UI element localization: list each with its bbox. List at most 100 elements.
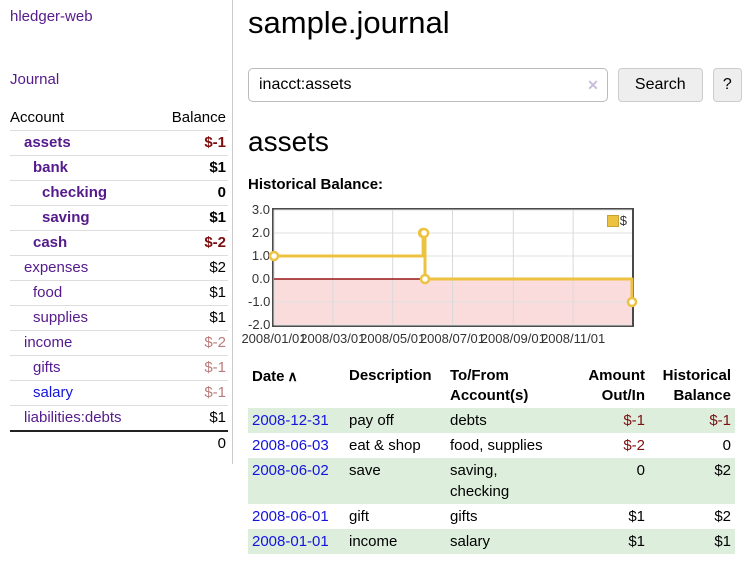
register-accounts-cell: debts [450,412,487,429]
register-col-amount-line1: Amount [588,367,645,384]
account-link[interactable]: income [24,334,73,351]
sidebar: hledger-web Journal Account Balance asse… [0,0,233,464]
register-amount-cell: $-2 [623,437,645,454]
account-balance: $1 [154,155,228,181]
accounts-col-account: Account [10,109,65,126]
accounts-total-value: 0 [154,430,228,456]
register-balance-cell: 0 [722,437,731,454]
chart-plot-area: $ [268,208,638,327]
register-date-cell: 2008-12-31 [248,408,345,433]
chart-x-tick-label: 2008/05/01 [360,331,426,346]
app-title-link[interactable]: hledger-web [10,8,93,25]
account-balance: $1 [154,205,228,231]
account-link[interactable]: salary [33,384,74,401]
account-link[interactable]: checking [42,184,108,201]
account-link[interactable]: liabilities:debts [24,409,122,426]
account-cell: cash [10,230,155,256]
account-cell: checking [10,180,155,206]
account-link[interactable]: supplies [33,309,89,326]
register-accounts-cell: food, supplies [450,437,543,454]
account-balance: 0 [154,180,228,206]
register-row: 2008-06-01 gift gifts $1 $2 [248,504,735,529]
register-row: 2008-12-31 pay off debts $-1 $-1 [248,408,735,433]
account-row: food $1 [10,280,228,306]
account-row: cash $-2 [10,230,228,256]
register-col-date[interactable]: Date ∧ [248,364,345,408]
chart-x-tick-label: 2008/09/01 [480,331,546,346]
transaction-date-link[interactable]: 2008-01-01 [252,533,329,550]
accounts-table: Account Balance assets $-1 bank $1 checking 0… [10,106,228,456]
register-col-amount-line2: Out/In [601,387,645,404]
sort-ascending-icon: ∧ [287,368,298,384]
register-balance-cell: $2 [714,508,731,525]
register-col-accounts-line1: To/From [450,367,509,384]
register-col-balance-line2: Balance [673,387,731,404]
account-row: liabilities:debts $1 [10,405,228,431]
chart-x-tick-label: 2008/03/01 [300,331,366,346]
account-cell: food [10,280,155,306]
account-row: gifts $-1 [10,355,228,381]
register-date-cell: 2008-01-01 [248,529,345,554]
account-row: salary $-1 [10,380,228,406]
chart-y-tick-label: 3.0 [251,202,270,217]
account-cell: bank [10,155,155,181]
register-amount-cell: $1 [628,533,645,550]
account-heading: assets [248,126,329,157]
page-title: sample.journal [248,5,450,40]
transaction-date-link[interactable]: 2008-12-31 [252,412,329,429]
account-link[interactable]: expenses [24,259,89,276]
account-balance: $-1 [154,380,228,406]
account-balance: $-2 [154,330,228,356]
register-row: 2008-01-01 income salary $1 $1 [248,529,735,554]
chart-title: Historical Balance: [248,176,384,193]
main-content: sample.journal ✕ Search ? assets Histori… [241,0,742,554]
account-cell: supplies [10,305,155,331]
chart-y-tick-label: 0.0 [251,271,270,286]
register-amount-cell: $1 [628,508,645,525]
chart-legend: $ [606,213,627,228]
register-accounts-cell: gifts [450,508,478,525]
register-description-cell: eat & shop [349,437,421,454]
account-cell: liabilities:debts [10,405,155,431]
account-row: assets $-1 [10,130,228,156]
account-cell: income [10,330,155,356]
chart-y-tick-label: -2.0 [248,317,271,332]
register-balance-cell: $-1 [709,412,731,429]
historical-balance-chart: 3.0 2.0 1.0 0.0 -1.0 -2.0 $ 2008/01/01 2008/03… [241,202,668,348]
clear-search-icon[interactable]: ✕ [587,77,599,93]
register-table: Date ∧ Description To/From Account(s) Amo… [248,364,735,554]
legend-label: $ [619,213,627,228]
search-input[interactable] [248,68,608,102]
account-link[interactable]: cash [33,234,68,251]
register-row: 2008-06-02 save saving, checking 0 $2 [248,458,735,504]
help-button[interactable]: ? [712,68,742,102]
chart-x-tick-label: 2008/11/01 [541,331,606,346]
account-balance: $2 [154,255,228,281]
transaction-date-link[interactable]: 2008-06-01 [252,508,329,525]
account-cell: gifts [10,355,155,381]
accounts-header-row: Account Balance [10,106,228,131]
transaction-date-link[interactable]: 2008-06-03 [252,437,329,454]
search-button[interactable]: Search [617,68,703,102]
register-col-amount: Amount Out/In [558,364,649,408]
account-link[interactable]: bank [33,159,69,176]
account-row: bank $1 [10,155,228,181]
sidebar-item-journal[interactable]: Journal [10,71,60,88]
account-link[interactable]: gifts [33,359,61,376]
account-row: expenses $2 [10,255,228,281]
account-cell: expenses [10,255,155,281]
account-link[interactable]: assets [24,134,71,151]
register-description-cell: save [349,462,381,479]
register-amount-cell: $-1 [623,412,645,429]
account-balance: $1 [154,280,228,306]
accounts-total-spacer [10,430,155,456]
chart-x-tick-label: 2008/01/01 [241,331,307,346]
register-date-cell: 2008-06-01 [248,504,345,529]
account-link[interactable]: food [33,284,63,301]
register-col-accounts: To/From Account(s) [446,364,558,408]
transaction-date-link[interactable]: 2008-06-02 [252,462,329,479]
account-link[interactable]: saving [42,209,90,226]
accounts-col-balance: Balance [171,109,226,126]
legend-swatch-icon [606,214,619,227]
search-box: ✕ [248,68,608,102]
